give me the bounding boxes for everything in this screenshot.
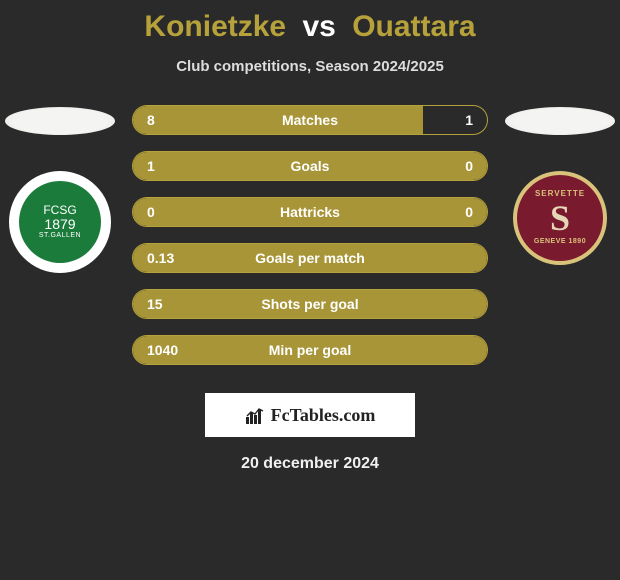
stat-label: Min per goal: [133, 342, 487, 358]
club-left-line2: 1879: [44, 217, 75, 232]
stat-value-right: 1: [465, 112, 473, 128]
stat-label: Goals: [133, 158, 487, 174]
stat-row: 0Hattricks0: [132, 197, 488, 227]
right-player-column: SERVETTE S GENEVE 1890: [500, 105, 620, 265]
club-right-letter: S: [550, 199, 570, 239]
comparison-title: Konietzke vs Ouattara: [0, 0, 620, 44]
subtitle-text: Club competitions, Season 2024/2025: [0, 58, 620, 75]
branding-box: FcTables.com: [205, 393, 415, 437]
mini-bar-chart-icon: [245, 405, 265, 425]
stat-value-right: 0: [465, 204, 473, 220]
stats-list: 8Matches11Goals00Hattricks00.13Goals per…: [132, 105, 488, 365]
club-badge-left: FCSG 1879 ST.GALLEN: [9, 171, 111, 273]
stat-label: Goals per match: [133, 250, 487, 266]
comparison-body: FCSG 1879 ST.GALLEN SERVETTE S GENEVE 18…: [0, 105, 620, 365]
silhouette-placeholder-right: [505, 107, 615, 135]
player2-name: Ouattara: [352, 10, 475, 43]
stat-label: Shots per goal: [133, 296, 487, 312]
stat-label: Hattricks: [133, 204, 487, 220]
stat-row: 0.13Goals per match: [132, 243, 488, 273]
silhouette-placeholder-left: [5, 107, 115, 135]
stat-row: 15Shots per goal: [132, 289, 488, 319]
club-badge-right: SERVETTE S GENEVE 1890: [513, 171, 607, 265]
footer-date: 20 december 2024: [0, 455, 620, 473]
stat-row: 1Goals0: [132, 151, 488, 181]
club-right-bottom: GENEVE 1890: [534, 238, 586, 246]
stat-row: 8Matches1: [132, 105, 488, 135]
player1-name: Konietzke: [144, 10, 286, 43]
stat-label: Matches: [133, 112, 487, 128]
left-player-column: FCSG 1879 ST.GALLEN: [0, 105, 120, 273]
club-left-line3: ST.GALLEN: [39, 232, 81, 240]
stat-row: 1040Min per goal: [132, 335, 488, 365]
stat-value-right: 0: [465, 158, 473, 174]
branding-text: FcTables.com: [271, 405, 376, 426]
vs-separator: vs: [294, 10, 343, 43]
club-badge-left-inner: FCSG 1879 ST.GALLEN: [19, 181, 101, 263]
